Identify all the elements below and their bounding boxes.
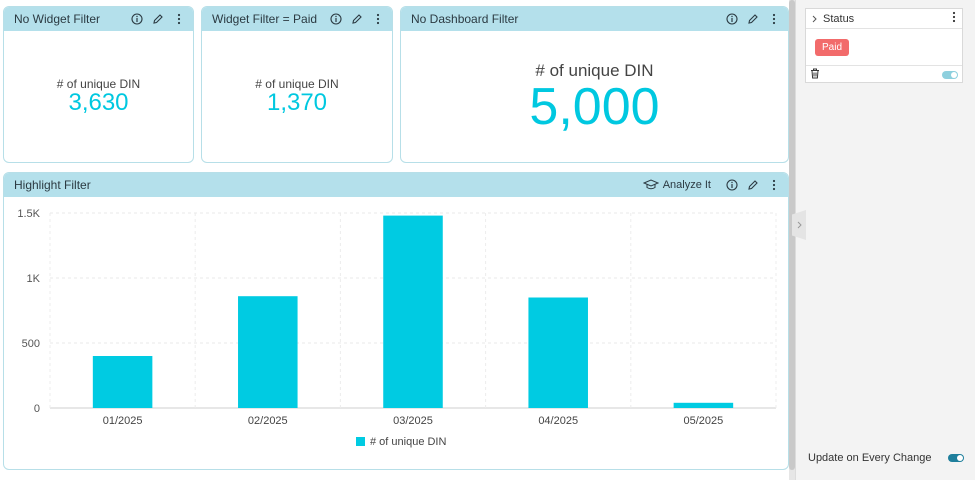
- widget-title: No Widget Filter: [14, 12, 101, 26]
- y-tick-label: 500: [22, 338, 40, 350]
- widget-widget-filter-paid[interactable]: Widget Filter = Paid # of unique DIN 1,3…: [201, 6, 393, 163]
- edit-pencil-icon[interactable]: [746, 179, 759, 192]
- widget-header: Widget Filter = Paid: [202, 7, 392, 31]
- status-filter[interactable]: Status Paid: [805, 8, 963, 83]
- more-menu-icon[interactable]: [952, 10, 956, 28]
- y-tick-label: 1.5K: [17, 208, 40, 220]
- kpi-label: # of unique DIN: [56, 77, 141, 91]
- update-on-change-row: Update on Every Change: [808, 450, 964, 466]
- analyze-it-label: Analyze It: [662, 179, 711, 191]
- filter-header[interactable]: Status: [806, 9, 962, 29]
- bar-chart: 0 500 1K 1.5K 01/2025 02/2025 03/2025 04/2025 05…: [17, 208, 777, 448]
- filter-title: Status: [823, 12, 855, 25]
- edit-pencil-icon[interactable]: [350, 13, 363, 26]
- kpi-value: 3,630: [68, 89, 129, 116]
- widget-title: No Dashboard Filter: [411, 12, 519, 26]
- kpi-label: # of unique DIN: [255, 77, 339, 91]
- info-icon[interactable]: [329, 13, 342, 26]
- legend-label: # of unique DIN: [370, 436, 446, 448]
- x-tick-label: 03/2025: [393, 415, 433, 427]
- widget-header: Highlight Filter Analyze It: [4, 173, 788, 197]
- y-tick-label: 1K: [27, 273, 41, 285]
- filter-value-chip[interactable]: Paid: [815, 39, 850, 56]
- kpi-value: 5,000: [529, 78, 660, 136]
- y-tick-label: 0: [34, 403, 40, 415]
- x-tick-label: 04/2025: [538, 415, 578, 427]
- update-on-change-toggle[interactable]: [948, 454, 964, 462]
- info-icon[interactable]: [725, 179, 738, 192]
- widget-no-widget-filter[interactable]: No Widget Filter # of unique DIN 3,630: [3, 6, 194, 163]
- info-icon[interactable]: [130, 13, 143, 26]
- more-menu-icon[interactable]: [767, 179, 780, 192]
- collapse-panel-tab[interactable]: [792, 210, 806, 240]
- update-on-change-label: Update on Every Change: [808, 452, 932, 464]
- bar: [383, 215, 443, 408]
- chevron-right-icon[interactable]: [812, 10, 817, 28]
- more-menu-icon[interactable]: [371, 13, 384, 26]
- analyze-it-button[interactable]: Analyze It: [642, 179, 711, 192]
- kpi-value: 1,370: [266, 89, 328, 116]
- bar: [92, 356, 153, 408]
- kpi-label: # of unique DIN: [535, 61, 654, 80]
- more-menu-icon[interactable]: [767, 13, 780, 26]
- legend-swatch: [356, 437, 365, 446]
- widget-title: Highlight Filter: [14, 178, 91, 192]
- filter-enable-toggle[interactable]: [942, 70, 958, 79]
- filter-footer: [806, 65, 962, 83]
- x-tick-label: 02/2025: [248, 415, 288, 427]
- x-tick-label: 05/2025: [684, 415, 724, 427]
- x-tick-label: 01/2025: [103, 415, 143, 427]
- graduation-cap-icon: [642, 179, 659, 192]
- widget-no-dashboard-filter[interactable]: No Dashboard Filter # of unique DIN 5,00…: [400, 6, 789, 163]
- edit-pencil-icon[interactable]: [151, 13, 164, 26]
- chevron-right-icon: [797, 216, 802, 234]
- dashboard-canvas: No Widget Filter # of unique DIN 3,630 W…: [3, 6, 789, 470]
- bar: [238, 296, 298, 408]
- bar: [528, 297, 588, 408]
- bar: [673, 402, 734, 408]
- more-menu-icon[interactable]: [172, 13, 185, 26]
- trash-icon[interactable]: [810, 66, 942, 84]
- edit-pencil-icon[interactable]: [746, 13, 759, 26]
- widget-header: No Dashboard Filter: [401, 7, 788, 31]
- widget-header: No Widget Filter: [4, 7, 193, 31]
- widget-highlight-filter[interactable]: Highlight Filter Analyze It 0 500 1K 1.5K 01…: [3, 172, 789, 470]
- info-icon[interactable]: [725, 13, 738, 26]
- widget-title: Widget Filter = Paid: [212, 12, 318, 26]
